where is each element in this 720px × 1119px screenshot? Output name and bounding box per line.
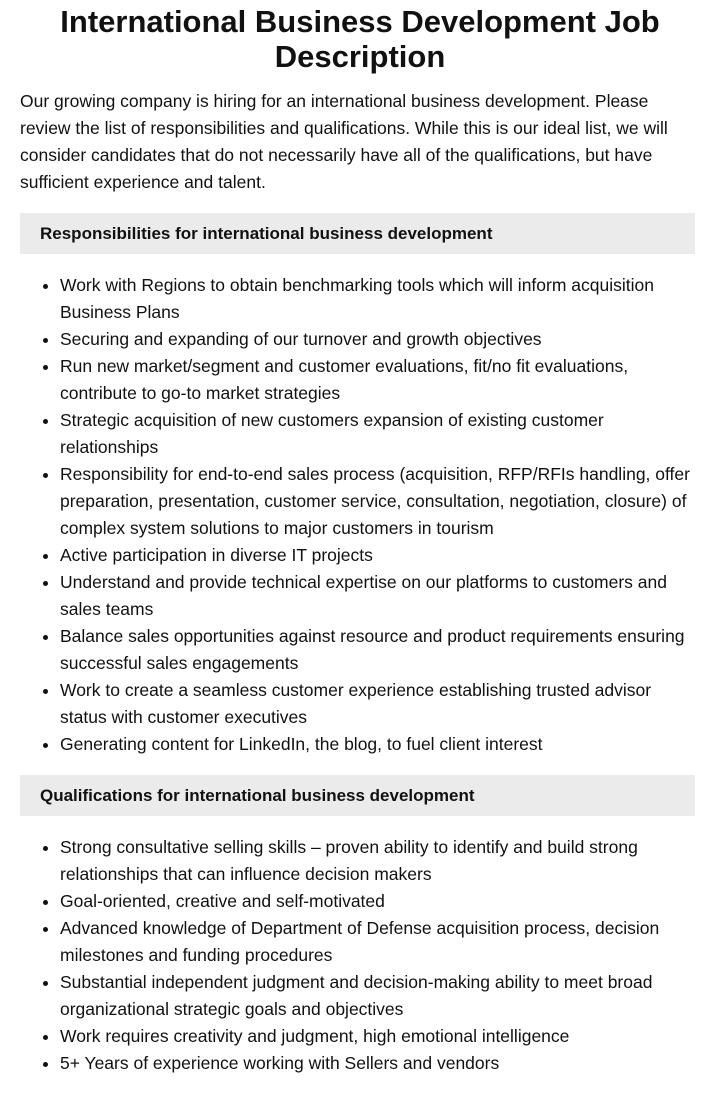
list-item: Active participation in diverse IT proje… xyxy=(60,542,700,569)
responsibilities-heading: Responsibilities for international busin… xyxy=(20,213,695,254)
list-item: Understand and provide technical experti… xyxy=(60,569,700,623)
list-item: Goal-oriented, creative and self-motivat… xyxy=(60,888,700,915)
list-item: Generating content for LinkedIn, the blo… xyxy=(60,731,700,758)
qualifications-heading: Qualifications for international busines… xyxy=(20,775,695,816)
list-item: Responsibility for end-to-end sales proc… xyxy=(60,461,700,542)
intro-paragraph: Our growing company is hiring for an int… xyxy=(20,91,668,192)
list-item: Balance sales opportunities against reso… xyxy=(60,623,700,677)
list-item: Advanced knowledge of Department of Defe… xyxy=(60,915,700,969)
list-item: Strategic acquisition of new customers e… xyxy=(60,407,700,461)
qualifications-list: Strong consultative selling skills – pro… xyxy=(0,834,700,1077)
page-title: International Business Development Job D… xyxy=(60,4,660,74)
list-item: Run new market/segment and customer eval… xyxy=(60,353,700,407)
list-item: Securing and expanding of our turnover a… xyxy=(60,326,700,353)
list-item: Work with Regions to obtain benchmarking… xyxy=(60,272,700,326)
list-item: Work requires creativity and judgment, h… xyxy=(60,1023,700,1050)
list-item: Strong consultative selling skills – pro… xyxy=(60,834,700,888)
list-item: Work to create a seamless customer exper… xyxy=(60,677,700,731)
list-item: Substantial independent judgment and dec… xyxy=(60,969,700,1023)
responsibilities-list: Work with Regions to obtain benchmarking… xyxy=(0,272,700,758)
list-item: 5+ Years of experience working with Sell… xyxy=(60,1050,700,1077)
